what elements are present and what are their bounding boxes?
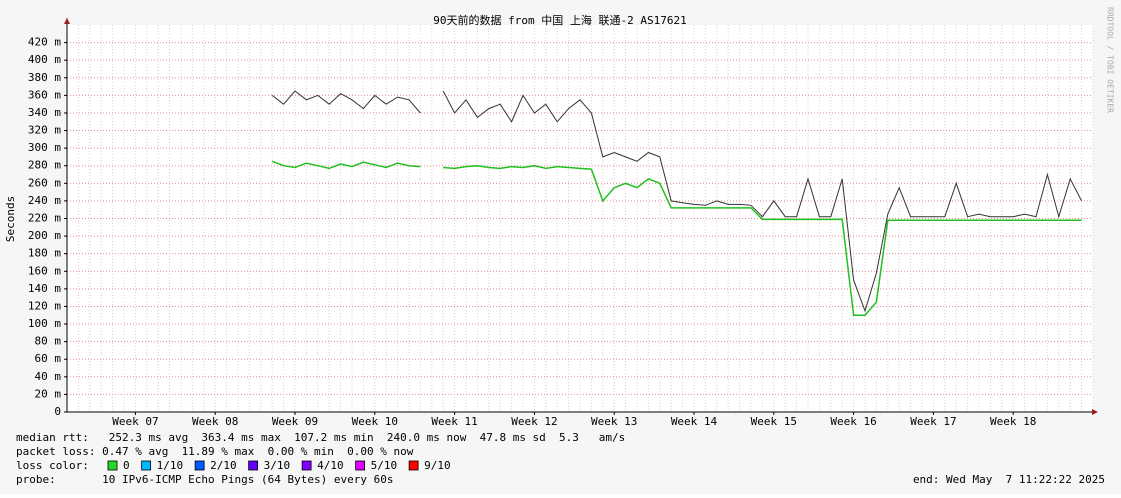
y-tick-label: 200 m — [28, 229, 61, 242]
y-tick-label: 80 m — [35, 335, 62, 348]
series-line — [271, 160, 1082, 317]
loss-label: 0 — [123, 459, 130, 472]
x-tick-label: Week 17 — [910, 415, 956, 428]
y-tick-label: 100 m — [28, 317, 61, 330]
x-tick-label: Week 15 — [751, 415, 797, 428]
y-axis-label: Seconds — [4, 196, 17, 242]
loss-label: 5/10 — [371, 459, 398, 472]
y-tick-label: 260 m — [28, 176, 61, 189]
y-tick-label: 400 m — [28, 53, 61, 66]
loss-swatch — [355, 460, 366, 471]
probe: probe: 10 IPv6-ICMP Echo Pings (64 Bytes… — [16, 473, 394, 486]
loss-swatch — [408, 460, 419, 471]
x-tick-label: Week 07 — [112, 415, 158, 428]
y-tick-label: 60 m — [35, 352, 62, 365]
loss-label: 4/10 — [317, 459, 344, 472]
y-tick-label: 140 m — [28, 282, 61, 295]
x-tick-label: Week 09 — [272, 415, 318, 428]
stats-median: median rtt: 252.3 ms avg 363.4 ms max 10… — [16, 431, 625, 444]
y-tick-label: 280 m — [28, 159, 61, 172]
y-tick-label: 0 — [54, 405, 61, 418]
y-tick-label: 240 m — [28, 194, 61, 207]
chart-title: 90天前的数据 from 中国 上海 联通-2 AS17621 — [433, 13, 686, 27]
y-tick-label: 320 m — [28, 124, 61, 137]
x-tick-label: Week 11 — [431, 415, 477, 428]
loss-swatch — [301, 460, 312, 471]
loss-swatch — [194, 460, 205, 471]
loss-label: 1/10 — [157, 459, 184, 472]
y-tick-label: 360 m — [28, 88, 61, 101]
stats-loss: packet loss: 0.47 % avg 11.89 % max 0.00… — [16, 445, 414, 458]
y-arrow — [64, 18, 70, 24]
y-tick-label: 420 m — [28, 36, 61, 49]
loss-color-label: loss color: — [16, 459, 89, 472]
x-tick-label: Week 16 — [830, 415, 876, 428]
loss-label: 9/10 — [424, 459, 451, 472]
loss-swatch — [248, 460, 259, 471]
loss-label: 3/10 — [264, 459, 291, 472]
axes — [64, 18, 1098, 415]
watermark: RRDTOOL / TOBI OETIKER — [1106, 7, 1115, 113]
end-time: end: Wed May 7 11:22:22 2025 — [913, 473, 1105, 486]
y-tick-label: 300 m — [28, 141, 61, 154]
loss-swatch — [141, 460, 152, 471]
marks — [271, 90, 1083, 317]
y-tick-label: 180 m — [28, 247, 61, 260]
x-arrow — [1092, 409, 1098, 415]
loss-swatch — [107, 460, 118, 471]
loss-label: 2/10 — [210, 459, 237, 472]
y-tick-label: 40 m — [35, 370, 62, 383]
series-line — [271, 90, 1083, 313]
y-tick-label: 380 m — [28, 71, 61, 84]
grid — [64, 25, 1094, 415]
y-tick-label: 220 m — [28, 212, 61, 225]
y-tick-label: 20 m — [35, 387, 62, 400]
x-tick-label: Week 12 — [511, 415, 557, 428]
x-tick-label: Week 13 — [591, 415, 637, 428]
x-tick-label: Week 08 — [192, 415, 238, 428]
loss-legend: 0 1/10 2/10 3/10 4/10 5/10 9/10 — [107, 459, 451, 472]
y-tick-label: 160 m — [28, 264, 61, 277]
x-tick-label: Week 10 — [352, 415, 398, 428]
x-tick-label: Week 18 — [990, 415, 1036, 428]
x-tick-label: Week 14 — [671, 415, 718, 428]
y-tick-label: 120 m — [28, 299, 61, 312]
y-tick-label: 340 m — [28, 106, 61, 119]
